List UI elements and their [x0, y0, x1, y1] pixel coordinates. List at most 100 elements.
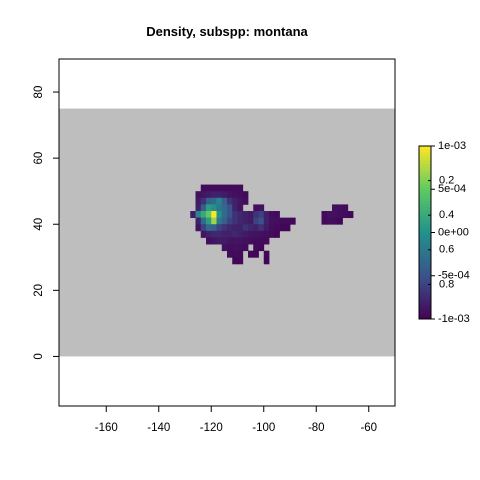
density-cell	[242, 191, 249, 199]
density-cell	[263, 224, 270, 232]
density-cell	[195, 191, 202, 199]
legend-gradient-step	[419, 301, 431, 306]
legend-gradient-step	[419, 206, 431, 210]
density-cell	[221, 217, 228, 225]
density-cell	[248, 230, 254, 238]
legend-gradient-step	[419, 284, 431, 288]
density-cell	[279, 224, 286, 232]
density-cell	[274, 217, 280, 225]
density-cell	[221, 244, 228, 252]
legend-gradient-step	[419, 157, 431, 161]
density-cell	[195, 211, 202, 219]
legend-label: -5e-04	[438, 270, 470, 282]
density-cell	[200, 204, 207, 212]
legend-gradient-step	[419, 197, 431, 202]
legend-gradient-step	[419, 275, 431, 280]
density-cell	[200, 197, 207, 205]
density-cell	[253, 250, 259, 258]
density-cell	[216, 184, 223, 192]
legend-gradient-step	[419, 249, 431, 254]
density-cell	[221, 224, 228, 232]
density-cell	[195, 224, 202, 232]
legend-gradient-step	[419, 226, 431, 231]
density-cell	[248, 237, 254, 245]
density-cell	[248, 217, 254, 225]
density-cell	[269, 217, 275, 225]
density-cell	[274, 224, 280, 232]
legend-gradient-step	[419, 154, 431, 159]
legend-gradient-step	[419, 255, 431, 259]
density-cell	[263, 257, 270, 265]
density-cell	[227, 191, 233, 199]
density-cell	[190, 211, 196, 219]
density-cell	[206, 204, 212, 212]
density-cell	[195, 204, 202, 212]
density-cell	[332, 204, 338, 212]
density-cell	[253, 211, 259, 219]
legend-gradient-step	[419, 177, 431, 182]
density-cell	[242, 217, 249, 225]
density-cell	[321, 211, 328, 219]
legend-gradient-step	[419, 189, 431, 193]
legend-inner-label: 0.2	[439, 175, 454, 187]
legend-gradient-step	[419, 304, 431, 308]
density-cell	[206, 184, 212, 192]
density-cell	[200, 224, 207, 232]
legend-gradient-step	[419, 298, 431, 303]
density-cell	[216, 237, 223, 245]
density-cell	[216, 191, 223, 199]
density-cell	[242, 211, 249, 219]
density-cell	[232, 197, 238, 205]
legend-gradient-step	[419, 246, 431, 251]
density-cell	[216, 230, 223, 238]
density-cell	[232, 191, 238, 199]
density-cell	[258, 211, 265, 219]
density-cell	[200, 217, 207, 225]
density-cell	[200, 230, 207, 238]
density-cell	[227, 244, 233, 252]
density-cell	[253, 237, 259, 245]
density-cell	[227, 230, 233, 238]
density-cell	[242, 237, 249, 245]
legend-gradient-step	[419, 272, 431, 277]
density-cell	[332, 211, 338, 219]
legend-gradient-step	[419, 258, 431, 262]
density-cell	[253, 204, 259, 212]
density-cell	[258, 224, 265, 232]
legend-gradient-step	[419, 174, 431, 179]
legend-gradient-step	[419, 267, 431, 271]
legend-inner-label: 0.8	[439, 278, 454, 290]
legend-gradient-step	[419, 203, 431, 208]
density-cell	[232, 257, 238, 265]
density-cell	[206, 230, 212, 238]
density-cell	[253, 244, 259, 252]
density-cell	[274, 230, 280, 238]
y-tick-label: 80	[33, 86, 45, 99]
legend-label: -1e-03	[438, 313, 470, 325]
x-tick-label: -120	[200, 422, 223, 434]
legend-gradient-step	[419, 310, 431, 314]
y-tick-label: 40	[33, 218, 45, 231]
density-cell	[269, 211, 275, 219]
density-cell	[221, 204, 228, 212]
legend-gradient-step	[419, 180, 431, 184]
legend-gradient-step	[419, 238, 431, 242]
density-cell	[237, 244, 244, 252]
density-cell	[221, 230, 228, 238]
density-cell	[206, 217, 212, 225]
legend-gradient-step	[419, 287, 431, 291]
legend-gradient-step	[419, 316, 431, 320]
density-cell	[227, 217, 233, 225]
x-tick-label: -100	[252, 422, 275, 434]
legend-gradient-step	[419, 293, 431, 297]
density-cell	[200, 184, 207, 192]
density-cell	[242, 197, 249, 205]
density-cell	[216, 204, 223, 212]
density-cell	[263, 217, 270, 225]
density-cell	[232, 224, 238, 232]
legend-gradient-step	[419, 229, 431, 233]
y-tick-label: 0	[33, 353, 45, 359]
density-cell	[232, 217, 238, 225]
density-cell	[237, 224, 244, 232]
density-cell	[237, 237, 244, 245]
